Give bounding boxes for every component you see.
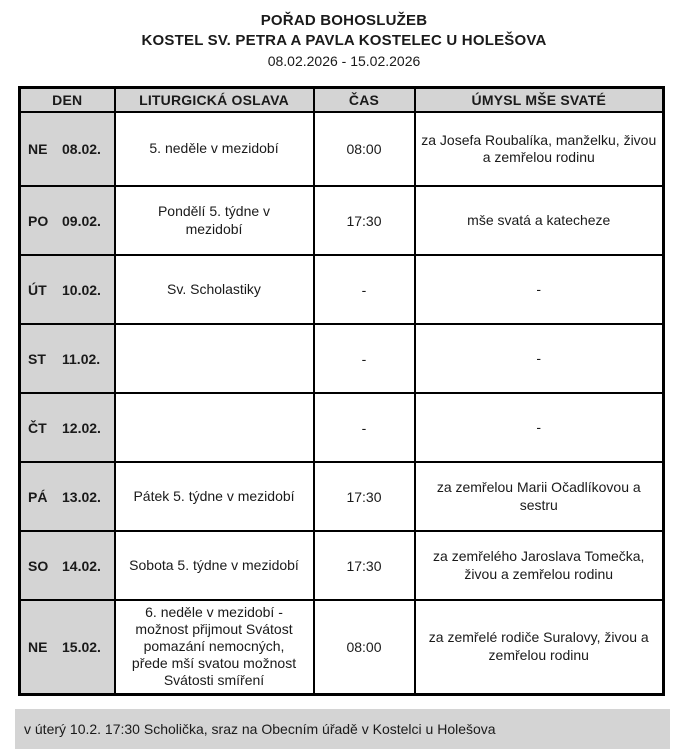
column-header-celebration: LITURGICKÁ OSLAVA — [113, 86, 315, 113]
time-cell: - — [312, 254, 416, 325]
day-cell: NE 15.02. — [18, 599, 116, 695]
table-row: PÁ 13.02. Pátek 5. týdne v mezidobí 17:30… — [18, 461, 665, 532]
day-date: 15.02. — [62, 638, 101, 655]
table-row: ČT 12.02. - - — [18, 392, 665, 463]
table-header-row: DEN LITURGICKÁ OSLAVA ČAS ÚMYSL MŠE SVAT… — [18, 86, 665, 113]
day-date: 09.02. — [62, 212, 101, 229]
celebration-cell: Pátek 5. týdne v mezidobí — [113, 461, 315, 532]
date-range: 08.02.2026 - 15.02.2026 — [267, 53, 421, 69]
time-cell: - — [312, 392, 416, 463]
footer-note-bar: v úterý 10.2. 17:30 Scholička, sraz na O… — [15, 708, 670, 749]
day-cell: NE 08.02. — [18, 111, 116, 187]
day-abbreviation: PO — [28, 212, 49, 229]
intention-cell: - — [413, 254, 665, 325]
day-date: 11.02. — [62, 350, 101, 367]
intention-cell: mše svatá a katecheze — [413, 185, 665, 256]
intention-cell: za zemřelé rodiče Suralovy, živou a zemř… — [413, 599, 665, 695]
column-header-day: DEN — [18, 86, 116, 113]
day-cell: PO 09.02. — [18, 185, 116, 256]
time-cell: 17:30 — [312, 461, 416, 532]
day-date: 13.02. — [62, 488, 101, 505]
day-abbreviation: NE — [28, 638, 48, 655]
table-row: ST 11.02. - - — [18, 323, 665, 394]
day-abbreviation: ST — [28, 350, 46, 367]
intention-cell: za Josefa Roubalíka, manželku, živou a z… — [413, 111, 665, 187]
page-subtitle: KOSTEL SV. PETRA A PAVLA KOSTELEC U HOLE… — [141, 32, 547, 49]
intention-cell: - — [413, 323, 665, 394]
day-abbreviation: PÁ — [28, 488, 48, 505]
table-row: NE 08.02. 5. neděle v mezidobí 08:00 za J… — [18, 111, 665, 187]
table-row: SO 14.02. Sobota 5. týdne v mezidobí 17:3… — [18, 530, 665, 601]
day-cell: SO 14.02. — [18, 530, 116, 601]
celebration-cell: 6. neděle v mezidobí - možnost přijmout … — [113, 599, 315, 695]
table-row: NE 15.02. 6. neděle v mezidobí - možnost … — [18, 599, 665, 695]
day-abbreviation: NE — [28, 141, 48, 157]
day-cell: ČT 12.02. — [18, 392, 116, 463]
day-date: 12.02. — [62, 419, 101, 436]
page-title: POŘAD BOHOSLUŽEB — [260, 12, 428, 29]
celebration-cell: 5. neděle v mezidobí — [113, 111, 315, 187]
celebration-cell: Sv. Scholastiky — [113, 254, 315, 325]
intention-cell: - — [413, 392, 665, 463]
title-block: POŘAD BOHOSLUŽEB KOSTEL SV. PETRA A PAVL… — [0, 0, 688, 71]
time-cell: 17:30 — [312, 530, 416, 601]
celebration-cell: Sobota 5. týdne v mezidobí — [113, 530, 315, 601]
day-abbreviation: ÚT — [28, 281, 47, 298]
day-date: 10.02. — [62, 281, 101, 298]
time-cell: 17:30 — [312, 185, 416, 256]
footer-note-text: v úterý 10.2. 17:30 Scholička, sraz na O… — [24, 720, 496, 737]
time-cell: 08:00 — [312, 111, 416, 187]
day-cell: ST 11.02. — [18, 323, 116, 394]
column-header-time: ČAS — [312, 86, 416, 113]
day-date: 08.02. — [62, 141, 101, 157]
day-abbreviation: ČT — [28, 419, 47, 436]
day-abbreviation: SO — [28, 557, 49, 574]
day-cell: ÚT 10.02. — [18, 254, 116, 325]
table-row: PO 09.02. Pondělí 5. týdne v mezidobí 17:… — [18, 185, 665, 256]
column-header-intention: ÚMYSL MŠE SVATÉ — [413, 86, 665, 113]
intention-cell: za zemřelou Marii Očadlíkovou a sestru — [413, 461, 665, 532]
intention-cell: za zemřelého Jaroslava Tomečka, živou a … — [413, 530, 665, 601]
time-cell: 08:00 — [312, 599, 416, 695]
celebration-cell — [113, 323, 315, 394]
celebration-cell — [113, 392, 315, 463]
table-row: ÚT 10.02. Sv. Scholastiky - - — [18, 254, 665, 325]
schedule-table: DEN LITURGICKÁ OSLAVA ČAS ÚMYSL MŠE SVAT… — [18, 86, 665, 696]
celebration-cell: Pondělí 5. týdne v mezidobí — [113, 185, 315, 256]
time-cell: - — [312, 323, 416, 394]
day-date: 14.02. — [62, 557, 101, 574]
day-cell: PÁ 13.02. — [18, 461, 116, 532]
